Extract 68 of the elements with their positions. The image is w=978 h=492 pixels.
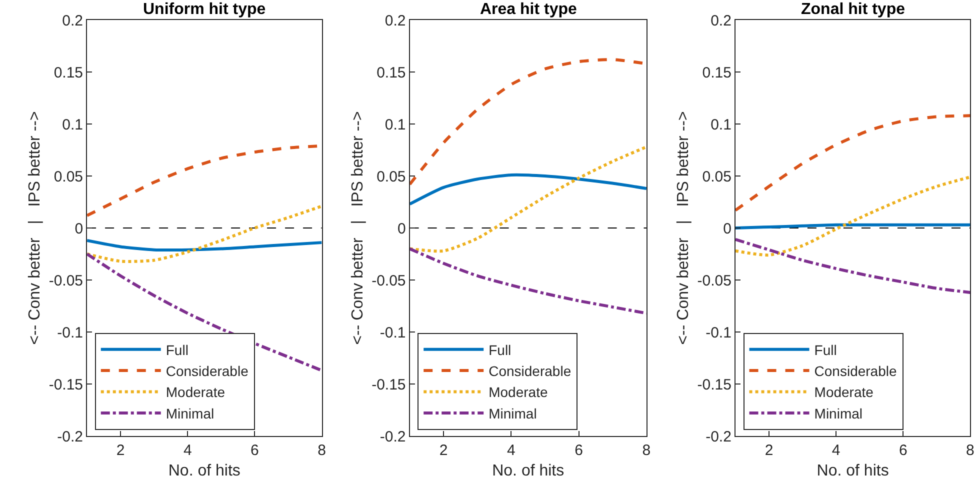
x-tick-label: 8 <box>966 442 974 459</box>
line-series <box>410 247 646 315</box>
y-axis-title: <-- Conv better | IPS better --> <box>26 111 44 345</box>
line-series <box>87 204 322 263</box>
y-axis-title: <-- Conv better | IPS better --> <box>675 111 692 345</box>
y-tick-label: -0.15 <box>697 376 732 394</box>
legend-label: Considerable <box>814 363 897 380</box>
legend-label: Full <box>814 342 837 358</box>
x-tick-label: 8 <box>642 442 651 459</box>
line-series <box>87 238 322 252</box>
y-tick-label: 0.05 <box>376 168 406 186</box>
x-tick-label: 4 <box>832 442 840 459</box>
y-tick-label: 0.2 <box>710 12 732 30</box>
y-tick-label: 0.15 <box>702 64 732 82</box>
y-tick-label: -0.2 <box>57 428 84 446</box>
y-tick-label: -0.2 <box>706 428 732 446</box>
x-axis-title: No. of hits <box>168 462 240 480</box>
x-tick-label: 4 <box>507 442 516 459</box>
line-series <box>410 173 646 206</box>
y-tick-label: 0 <box>397 220 406 238</box>
chart-title: Uniform hit type <box>143 1 266 18</box>
legend-label: Minimal <box>166 405 214 422</box>
y-tick-label: 0.05 <box>702 168 732 186</box>
y-tick-label: 0.1 <box>384 116 406 134</box>
line-series <box>735 176 970 257</box>
x-tick-label: 6 <box>250 442 259 459</box>
y-tick-label: 0 <box>723 220 732 238</box>
legend-label: Minimal <box>488 405 537 422</box>
y-tick-label: -0.1 <box>706 324 732 342</box>
legend-label: Moderate <box>488 384 548 400</box>
legend-label: Minimal <box>814 405 863 422</box>
legend-label: Full <box>488 342 512 358</box>
y-tick-label: -0.2 <box>380 428 406 446</box>
line-series <box>410 145 646 253</box>
y-tick-label: -0.05 <box>48 272 84 290</box>
line-series <box>735 238 970 294</box>
y-tick-label: -0.1 <box>380 324 406 342</box>
y-tick-label: 0.2 <box>384 12 406 30</box>
legend-label: Moderate <box>814 384 874 400</box>
y-tick-label: 0.2 <box>62 12 84 30</box>
x-tick-label: 6 <box>898 442 908 459</box>
x-axis-title: No. of hits <box>492 462 564 480</box>
y-tick-label: 0.1 <box>710 116 732 134</box>
y-tick-label: 0.15 <box>376 64 406 82</box>
y-tick-label: -0.15 <box>48 376 84 394</box>
legend-label: Full <box>166 342 188 358</box>
y-tick-label: 0.15 <box>54 64 84 82</box>
x-tick-label: 2 <box>116 442 125 459</box>
chart-title: Area hit type <box>480 1 578 18</box>
legend-label: Considerable <box>488 363 572 380</box>
y-tick-label: 0 <box>74 220 84 238</box>
y-tick-label: -0.05 <box>697 272 732 290</box>
x-tick-label: 2 <box>764 442 774 459</box>
y-tick-label: -0.05 <box>372 272 406 290</box>
x-tick-label: 4 <box>183 442 192 459</box>
y-tick-label: 0.1 <box>62 116 84 134</box>
legend-label: Considerable <box>166 363 249 380</box>
y-tick-label: -0.15 <box>372 376 406 394</box>
line-series <box>735 114 970 212</box>
y-tick-label: -0.1 <box>57 324 84 342</box>
x-tick-label: 8 <box>318 442 326 459</box>
x-axis-title: No. of hits <box>816 462 889 480</box>
x-tick-label: 2 <box>439 442 448 459</box>
legend-label: Moderate <box>166 384 226 400</box>
chart-title: Zonal hit type <box>801 1 906 18</box>
y-tick-label: 0.05 <box>54 168 84 186</box>
y-axis-title: <-- Conv better | IPS better --> <box>349 111 366 345</box>
x-tick-label: 6 <box>574 442 584 459</box>
